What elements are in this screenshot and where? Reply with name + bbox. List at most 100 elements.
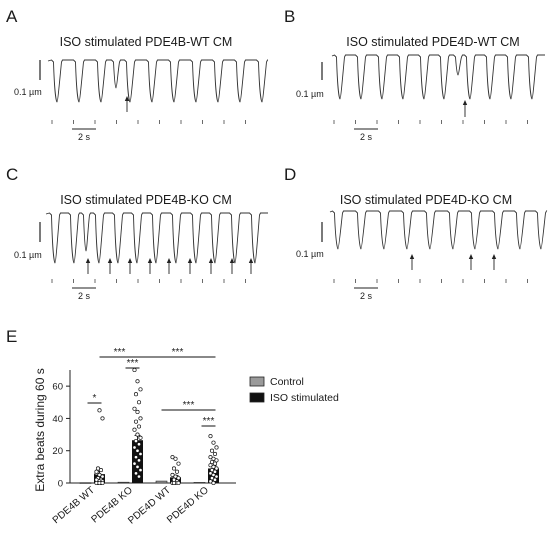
data-point [174,469,180,474]
time-ticks-b [333,120,528,124]
time-ticks-c [51,279,246,283]
data-point [132,427,137,432]
data-point [135,464,140,469]
data-point [173,474,178,479]
data-point [100,474,105,479]
data-point [176,461,181,466]
data-point [136,458,142,463]
scale-label-y-b: 0.1 µm [296,89,324,99]
panel-letter-d: D [284,165,296,184]
trace-panel-a: A ISO stimulated PDE4B-WT CM 0.1 µm 2 s [6,7,268,142]
arrow-head-icon [462,100,468,105]
data-point [208,434,213,439]
arrow-head-icon [107,258,113,263]
data-point [214,474,219,479]
extra-beat-arrows-b [462,100,468,117]
data-point [176,476,181,481]
significance-label: *** [127,358,139,369]
trace-title-d: ISO stimulated PDE4D-KO CM [340,193,512,207]
panel-letter-c: C [6,165,18,184]
contraction-trace-c [45,212,268,264]
data-point [133,392,139,397]
data-point [132,406,137,411]
trace-title-b: ISO stimulated PDE4D-WT CM [346,35,519,49]
data-point [138,387,143,392]
data-point [209,468,215,473]
bar-control [117,481,130,484]
arrow-head-icon [166,258,172,263]
trace-panel-b: B ISO stimulated PDE4D-WT CM 0.1 µm 2 s [284,7,545,142]
data-point [214,445,219,450]
data-point [208,471,213,476]
data-point [132,461,137,466]
significance-brackets: **************** [87,347,216,427]
data-point [214,466,219,471]
scale-label-x-d: 2 s [360,291,373,301]
data-point [95,466,101,471]
data-point [100,480,105,486]
arrow-head-icon [147,258,153,263]
data-point [212,477,218,482]
data-point [138,435,143,440]
data-point [136,400,142,405]
data-point [211,456,216,461]
data-point [136,442,142,447]
arrow-head-icon [127,258,133,263]
time-ticks-d [333,279,528,283]
data-point [135,379,140,384]
legend: Control ISO stimulated [249,376,339,404]
significance-label: *** [183,400,195,411]
data-point [208,479,213,484]
data-point [97,408,102,413]
significance-label: *** [172,347,184,358]
arrow-head-icon [468,254,474,259]
data-point [171,480,177,486]
data-point [136,474,142,479]
trace-panel-d: D ISO stimulated PDE4D-KO CM 0.1 µm 2 s [284,165,548,301]
significance-label: *** [203,416,215,427]
trace-title-c: ISO stimulated PDE4B-KO CM [60,193,232,207]
bar-control [155,480,168,484]
data-point [138,468,143,473]
data-point [176,480,181,486]
data-point [170,472,175,477]
data-point [94,469,99,474]
scale-label-y-d: 0.1 µm [296,249,324,259]
contraction-trace-a [47,59,268,103]
data-point [212,469,218,474]
panel-letter-a: A [6,7,18,26]
bar-chart-panel-e: E Extra beats during 60 s 0 20 40 60 PDE4B … [6,327,339,527]
y-tick-label: 60 [52,382,63,393]
scale-label-x-c: 2 s [78,291,91,301]
data-point [133,455,139,460]
contraction-trace-b [331,54,545,100]
data-point [209,476,215,481]
arrow-head-icon [85,258,91,263]
significance-label: *** [114,347,126,358]
data-point [138,451,143,456]
y-tick-label: 20 [52,446,63,457]
scatter-points [94,367,219,486]
data-point [98,468,104,473]
time-ticks-a [51,120,246,124]
data-point [171,466,177,471]
panel-letter-e: E [6,327,17,346]
data-point [214,458,219,463]
bar-control [193,482,206,484]
data-point [212,451,218,456]
scale-label-x-a: 2 s [78,132,91,142]
arrow-head-icon [208,258,214,263]
data-point [138,416,143,421]
extra-beat-arrows-c [85,258,254,274]
data-point [211,440,216,445]
data-point [135,409,140,415]
legend-swatch-control [249,376,265,387]
data-point [133,438,139,444]
data-point [97,472,102,477]
data-point [209,448,215,453]
category-label: PDE4D KO [165,485,211,526]
trace-title-a: ISO stimulated PDE4B-WT CM [60,35,233,49]
data-point [132,445,137,450]
